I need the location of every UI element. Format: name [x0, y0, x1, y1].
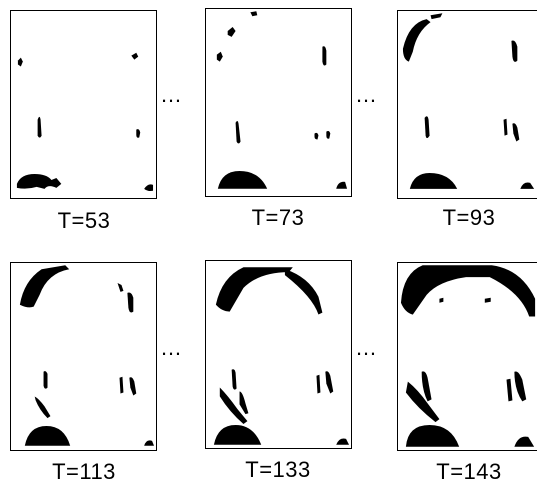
label-t133: T=133	[245, 457, 311, 482]
panel-t73	[205, 8, 352, 197]
label-t53: T=53	[57, 208, 111, 233]
label-t93: T=93	[442, 205, 496, 230]
panel-t53	[10, 10, 157, 199]
binary-mask-t53	[16, 52, 154, 192]
label-t113: T=113	[52, 459, 116, 484]
binary-mask-t73	[216, 11, 348, 189]
binary-mask-t143	[400, 265, 536, 447]
ellipsis-4: …	[355, 335, 380, 360]
label-t73: T=73	[251, 205, 305, 230]
ellipsis-1: …	[160, 82, 185, 107]
binary-mask-t113	[19, 265, 155, 446]
binary-mask-t93	[402, 13, 535, 189]
panel-t113	[10, 262, 157, 451]
label-t143: T=143	[436, 459, 502, 484]
ellipsis-2: …	[355, 82, 380, 107]
binary-mask-t133	[213, 267, 350, 445]
panel-t143	[397, 262, 537, 451]
panel-t133	[205, 260, 352, 449]
panel-t93	[397, 10, 537, 199]
ellipsis-3: …	[160, 335, 185, 360]
